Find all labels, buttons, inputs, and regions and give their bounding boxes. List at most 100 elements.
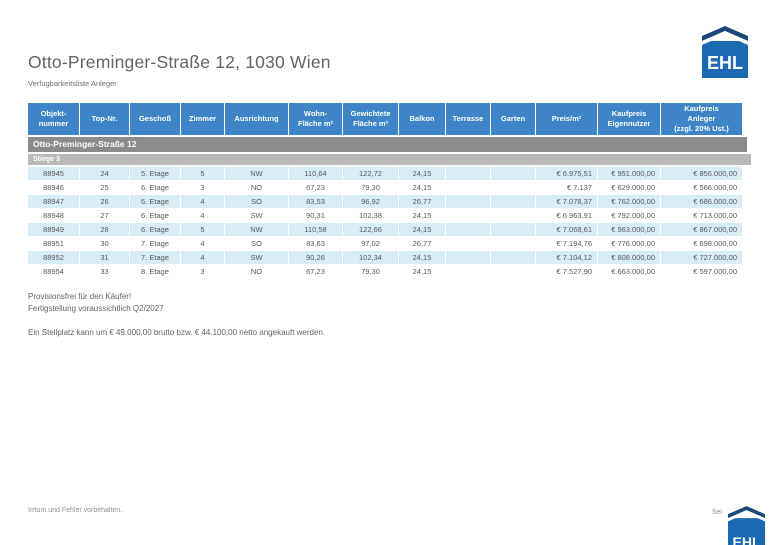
table-cell: 26,77: [399, 237, 445, 250]
table-cell: 90,26: [289, 251, 342, 264]
table-cell: 33: [80, 265, 129, 278]
table-cell: € 663.000,00: [598, 265, 660, 278]
table-cell: 27: [80, 209, 129, 222]
table-cell: 88948: [28, 209, 79, 222]
column-header: Kaufpreis Anleger (zzgl. 20% Ust.): [661, 103, 742, 135]
table-cell: € 713.000,00: [661, 209, 742, 222]
table-cell: SO: [225, 237, 288, 250]
table-cell: 8. Etage: [130, 265, 180, 278]
table-cell: € 597.000,00: [661, 265, 742, 278]
table-cell: € 963.000,00: [598, 223, 660, 236]
table-cell: 24,15: [399, 181, 445, 194]
table-cell: [446, 237, 490, 250]
column-header: Wohn- Fläche m²: [289, 103, 342, 135]
table-cell: SW: [225, 209, 288, 222]
table-cell: 102,34: [343, 251, 398, 264]
table-row: 88949 28 6. Etage 5 NW 110,58 122,66 24,15 € 7.0…: [28, 223, 742, 236]
table-cell: 88946: [28, 181, 79, 194]
table-cell: 79,30: [343, 265, 398, 278]
table-cell: € 629.000,00: [598, 181, 660, 194]
table-cell: 24,15: [399, 223, 445, 236]
table-cell: NO: [225, 265, 288, 278]
table-cell: € 7.137: [536, 181, 597, 194]
column-header: Objekt- nummer: [28, 103, 79, 135]
table-cell: [491, 237, 535, 250]
table-cell: € 792.000,00: [598, 209, 660, 222]
table-cell: 6. Etage: [130, 223, 180, 236]
column-header: Garten: [491, 103, 535, 135]
table-cell: 24,15: [399, 209, 445, 222]
table-cell: [446, 223, 490, 236]
table-row: 88951 30 7. Etage 4 SO 83,63 97,02 26,77 € 7.194…: [28, 237, 742, 250]
logo-text: EHL: [732, 534, 761, 545]
table-cell: € 762.000,00: [598, 195, 660, 208]
table-cell: 3: [181, 181, 224, 194]
table-group-row: Otto-Preminger-Straße 12: [28, 137, 747, 152]
table-cell: [446, 209, 490, 222]
footer-disclaimer: Irrtum und Fehler vorbehalten.: [28, 507, 123, 514]
table-cell: 110,58: [289, 223, 342, 236]
table-cell: 25: [80, 181, 129, 194]
table-cell: [491, 265, 535, 278]
table-cell: 24: [80, 167, 129, 180]
table-cell: 24,15: [399, 167, 445, 180]
table-cell: [491, 167, 535, 180]
column-header: Gewichtete Fläche m²: [343, 103, 398, 135]
table-cell: 122,72: [343, 167, 398, 180]
table-cell: [491, 195, 535, 208]
table-cell: 3: [181, 265, 224, 278]
column-header: Terrasse: [446, 103, 490, 135]
column-header: Preis/m²: [536, 103, 597, 135]
table-cell: SW: [225, 251, 288, 264]
table-cell: € 6.963,91: [536, 209, 597, 222]
ehl-logo-bottom: EHL: [728, 506, 765, 545]
table-cell: € 7.104,12: [536, 251, 597, 264]
table-cell: 5: [181, 167, 224, 180]
table-cell: SO: [225, 195, 288, 208]
table-cell: 7. Etage: [130, 251, 180, 264]
table-cell: 5: [181, 223, 224, 236]
table-cell: € 7.078,37: [536, 195, 597, 208]
table-cell: 24,15: [399, 265, 445, 278]
ehl-logo: EHL: [702, 26, 748, 78]
table-cell: [446, 167, 490, 180]
table-cell: 88949: [28, 223, 79, 236]
table-cell: [491, 223, 535, 236]
table-row: 88947 26 6. Etage 4 SO 83,53 96,92 26,77 € 7.078…: [28, 195, 742, 208]
table-cell: 88954: [28, 265, 79, 278]
table-cell: 83,53: [289, 195, 342, 208]
column-header: Top-Nr.: [80, 103, 129, 135]
table-cell: € 808.000,00: [598, 251, 660, 264]
table-cell: 24,15: [399, 251, 445, 264]
table-cell: 6. Etage: [130, 209, 180, 222]
table-cell: 122,66: [343, 223, 398, 236]
table-cell: 102,38: [343, 209, 398, 222]
table-cell: € 776.000,00: [598, 237, 660, 250]
table-body: 88945 24 5. Etage 5 NW 110,64 122,72 24,15 € 6.9…: [28, 167, 742, 278]
note-line: Provisionsfrei für den Käufer!: [28, 292, 132, 301]
table-cell: [446, 251, 490, 264]
availability-table: Objekt- nummer Top-Nr. Geschoß Zimmer Ausric…: [28, 103, 751, 278]
table-cell: € 686.000,00: [661, 195, 742, 208]
table-cell: [446, 195, 490, 208]
house-icon: [702, 26, 748, 78]
table-cell: [491, 181, 535, 194]
column-header: Kaufpreis Eigennutzer: [598, 103, 660, 135]
table-cell: 88952: [28, 251, 79, 264]
table-header-row: Objekt- nummer Top-Nr. Geschoß Zimmer Ausric…: [28, 103, 742, 135]
table-row: 88946 25 6. Etage 3 NO 67,23 79,30 24,15 € 7.137…: [28, 181, 742, 194]
table-cell: 67,23: [289, 181, 342, 194]
table-cell: NW: [225, 167, 288, 180]
table-cell: [446, 181, 490, 194]
table-cell: 110,64: [289, 167, 342, 180]
logo-text: EHL: [707, 53, 743, 73]
table-cell: € 698.000,00: [661, 237, 742, 250]
table-cell: 31: [80, 251, 129, 264]
table-cell: 83,63: [289, 237, 342, 250]
column-header: Geschoß: [130, 103, 180, 135]
table-cell: € 566.000,00: [661, 181, 742, 194]
table-cell: 7. Etage: [130, 237, 180, 250]
table-cell: € 727.000,00: [661, 251, 742, 264]
table-cell: € 7.194,76: [536, 237, 597, 250]
